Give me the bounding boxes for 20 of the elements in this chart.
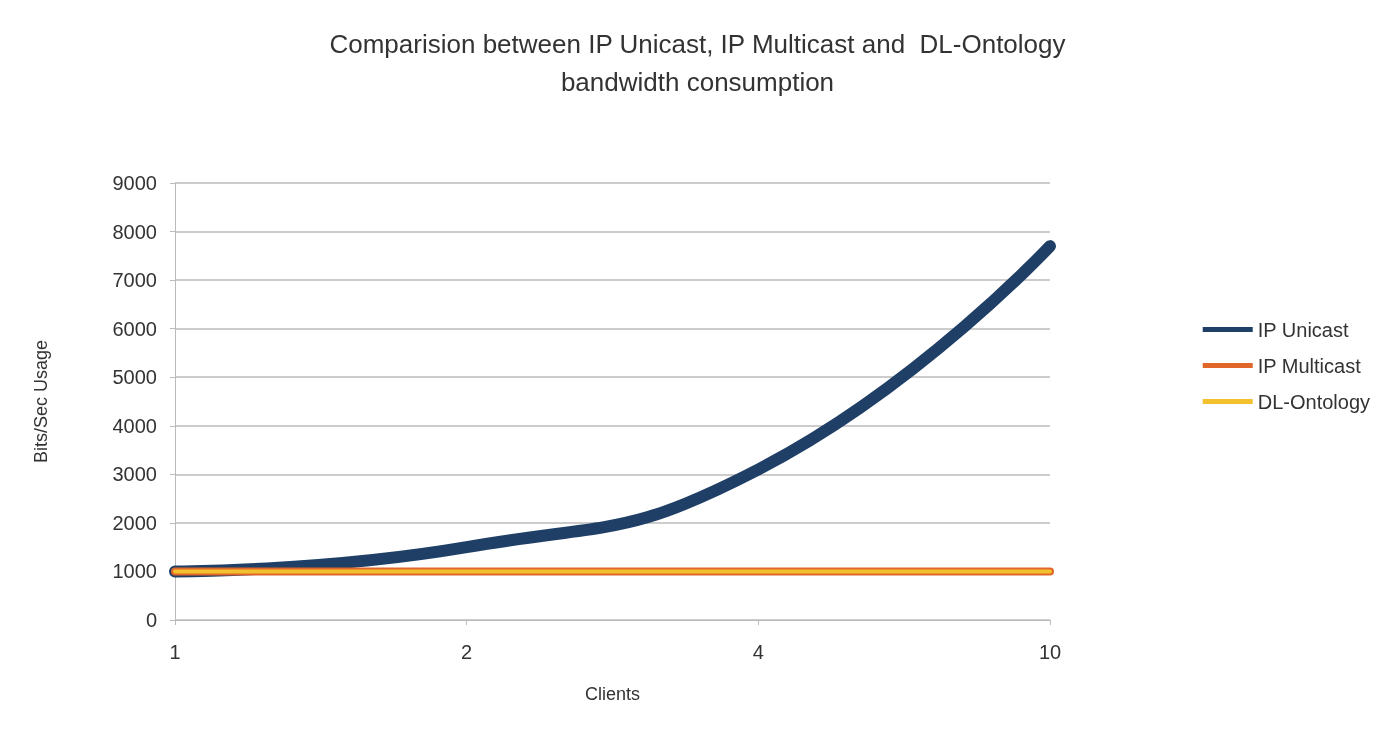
y-tick-label: 2000 (112, 511, 157, 534)
x-tick-label: 2 (461, 641, 473, 663)
y-tick-label: 4000 (112, 414, 157, 437)
legend-label: IP Unicast (1257, 318, 1349, 341)
y-tick-label: 6000 (112, 317, 157, 340)
y-axis-title: Bits/Sec Usage (31, 339, 51, 464)
y-tick-label: 7000 (112, 269, 157, 292)
chart-title: Comparision between IP Unicast, IP Multicast and DL-Ontology bandwidth consumption (329, 29, 1066, 97)
y-tick-label: 5000 (112, 366, 157, 389)
y-tick-label: 8000 (112, 220, 157, 243)
x-tick-label: 4 (752, 641, 764, 663)
legend-label: IP Multicast (1257, 354, 1362, 377)
y-tick-label: 1000 (112, 560, 157, 583)
x-axis-title: Clients (584, 684, 641, 704)
y-tick-label: 3000 (112, 463, 157, 486)
x-tick-label: 10 (1038, 641, 1062, 663)
y-tick-label: 0 (145, 609, 157, 631)
legend-label: DL-Ontology (1257, 390, 1371, 413)
y-tick-label: 9000 (112, 172, 157, 194)
x-tick-label: 1 (169, 641, 181, 663)
